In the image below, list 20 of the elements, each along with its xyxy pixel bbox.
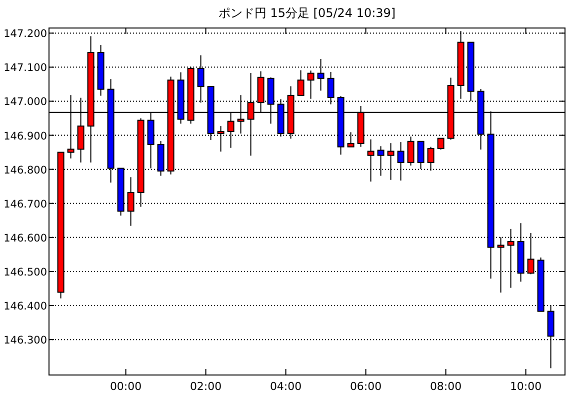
candlestick [297, 70, 304, 96]
candlestick [407, 136, 414, 166]
y-tick-label: 147.200 [4, 28, 47, 40]
y-tick-label: 146.600 [4, 232, 47, 244]
x-tick-label: 02:00 [190, 380, 222, 393]
y-tick-label: 146.400 [4, 300, 47, 313]
y-tick-label: 146.300 [4, 334, 47, 347]
x-tick-label: 06:00 [350, 380, 382, 393]
chart-title: ポンド円 15分足 [05/24 10:39] [218, 6, 396, 20]
candlestick [437, 138, 444, 150]
y-tick-label: 147.100 [4, 62, 47, 74]
y-tick-label: 146.800 [4, 164, 47, 176]
x-tick-label: 04:00 [270, 380, 302, 393]
x-tick-label: 00:00 [110, 380, 142, 393]
x-tick-label: 10:00 [510, 380, 542, 393]
x-tick-label: 08:00 [430, 380, 462, 393]
y-tick-label: 146.700 [4, 198, 47, 210]
y-tick-label: 146.500 [4, 266, 47, 278]
y-tick-label: 147.000 [4, 96, 47, 108]
y-tick-label: 146.900 [4, 130, 47, 142]
